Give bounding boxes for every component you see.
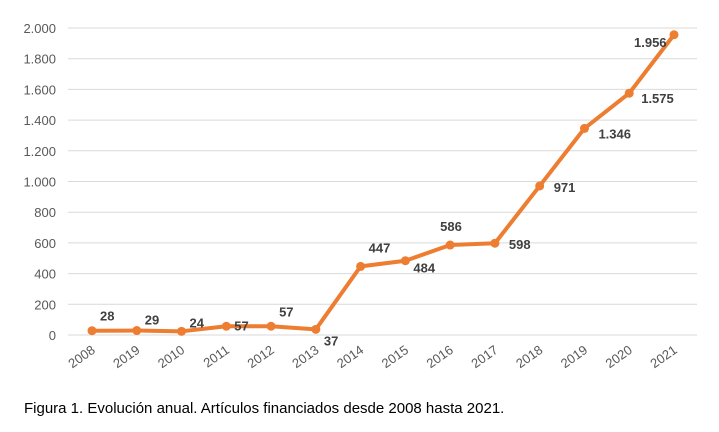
y-tick-label: 0 <box>49 328 56 343</box>
line-chart: 0 200 400 600 800 1.000 1.200 1.400 1.600 1.800 2.… <box>23 21 697 371</box>
data-label: 447 <box>369 240 391 255</box>
y-tick-label: 1.800 <box>23 52 56 67</box>
data-label: 586 <box>440 219 462 234</box>
x-tick-label: 2013 <box>289 342 321 371</box>
data-label: 598 <box>509 237 531 252</box>
data-label: 57 <box>279 304 293 319</box>
data-label: 24 <box>190 315 205 330</box>
y-tick-label: 600 <box>34 236 56 251</box>
x-tick-label: 2012 <box>245 342 277 371</box>
x-tick-label: 2020 <box>603 342 635 371</box>
data-label: 28 <box>100 309 114 324</box>
y-tick-label: 2.000 <box>23 21 56 36</box>
data-label: 484 <box>413 261 435 276</box>
data-point <box>624 88 634 98</box>
data-point <box>132 326 142 336</box>
x-tick-label: 2010 <box>155 342 187 371</box>
x-tick-label: 2008 <box>65 342 97 371</box>
data-point <box>400 256 410 266</box>
y-tick-label: 1.600 <box>23 82 56 97</box>
y-tick-label: 1.000 <box>23 175 56 190</box>
data-point <box>669 30 679 40</box>
x-tick-label: 2017 <box>468 342 500 371</box>
x-tick-label: 2019 <box>110 342 142 371</box>
y-tick-label: 1.200 <box>23 144 56 159</box>
data-point <box>311 324 321 334</box>
y-tick-label: 400 <box>34 267 56 282</box>
x-tick-label: 2016 <box>424 342 456 371</box>
series-line <box>91 33 676 334</box>
data-label: 57 <box>234 318 248 333</box>
data-point <box>535 181 545 191</box>
data-label: 1.346 <box>598 126 631 141</box>
data-point <box>221 321 231 331</box>
x-tick-label: 2018 <box>513 342 545 371</box>
x-tick-label: 2015 <box>379 342 411 371</box>
data-point <box>490 238 500 248</box>
data-point <box>177 326 187 336</box>
y-tick-label: 200 <box>34 297 56 312</box>
data-point <box>266 321 276 331</box>
y-tick-label: 1.400 <box>23 113 56 128</box>
data-point <box>356 261 366 271</box>
x-tick-label: 2014 <box>334 342 366 371</box>
x-tick-label: 2019 <box>558 342 590 371</box>
x-tick-label: 2021 <box>647 342 679 371</box>
x-tick-label: 2011 <box>201 342 233 370</box>
figure-caption: Figura 1. Evolución anual. Artículos fin… <box>24 400 505 417</box>
data-label: 29 <box>145 313 159 328</box>
data-label: 1.575 <box>641 91 674 106</box>
data-point <box>87 326 97 336</box>
data-point <box>579 123 589 133</box>
data-label: 1.956 <box>634 35 667 50</box>
y-tick-label: 800 <box>34 205 56 220</box>
data-label: 971 <box>554 180 576 195</box>
data-point <box>445 240 455 250</box>
data-label: 37 <box>324 333 338 348</box>
